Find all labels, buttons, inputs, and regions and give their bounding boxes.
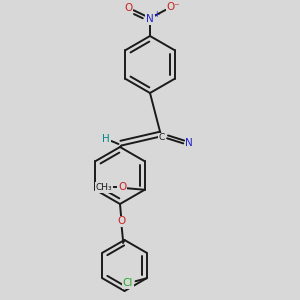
Text: O: O — [117, 216, 126, 226]
Text: O⁻: O⁻ — [167, 2, 180, 13]
Text: N: N — [146, 14, 154, 25]
Text: Cl: Cl — [123, 278, 133, 288]
Text: O: O — [124, 3, 133, 13]
Text: O: O — [118, 182, 126, 192]
Text: H: H — [102, 134, 110, 144]
Text: C: C — [159, 134, 165, 142]
Text: N: N — [185, 138, 193, 148]
Text: CH₃: CH₃ — [95, 183, 112, 192]
Text: +: + — [153, 10, 160, 19]
